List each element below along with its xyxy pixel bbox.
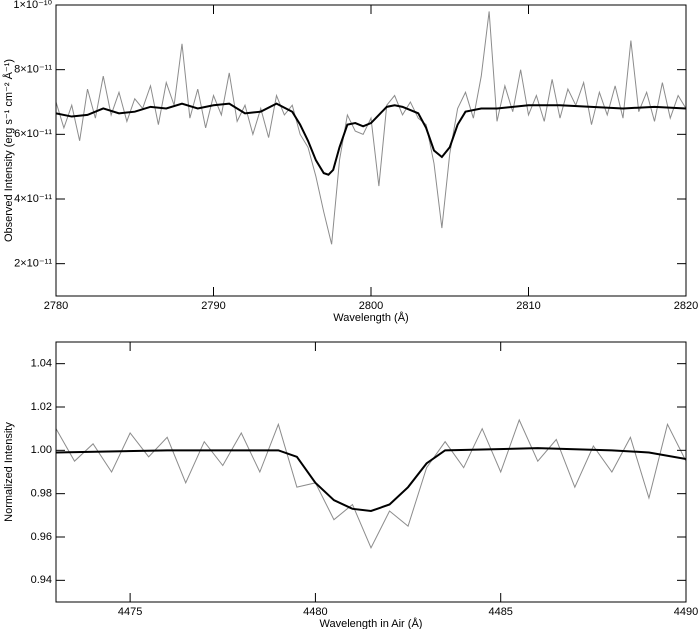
y-tick-label: 4×10⁻¹¹ [14, 193, 52, 205]
y-tick-label: 0.98 [31, 488, 52, 500]
x-tick-label: 4475 [118, 606, 142, 618]
y-axis-label: Observed Intensity (erg s⁻¹ cm⁻² Å⁻¹) [2, 59, 15, 242]
y-tick-label: 2×10⁻¹¹ [14, 258, 52, 270]
x-axis-label: Wavelength in Air (Å) [320, 617, 423, 629]
series-line [56, 418, 686, 550]
y-tick-label: 0.96 [31, 531, 52, 543]
x-tick-label: 4485 [488, 606, 512, 618]
x-tick-label: 4490 [674, 606, 698, 618]
series-line [56, 11, 686, 245]
y-tick-label: 1.02 [31, 401, 52, 413]
y-tick-label: 0.94 [31, 574, 52, 586]
plot-frame [55, 341, 687, 603]
x-tick-label: 2800 [359, 300, 383, 312]
y-tick-label: 1×10⁻¹⁰ [13, 0, 52, 11]
y-tick-label: 6×10⁻¹¹ [14, 128, 52, 140]
y-tick-label: 1.00 [31, 444, 52, 456]
x-tick-label: 2810 [516, 300, 540, 312]
x-axis-label: Wavelength (Å) [333, 311, 408, 324]
x-tick-label: 2790 [201, 300, 225, 312]
x-tick-label: 2780 [44, 300, 68, 312]
x-tick-label: 2820 [674, 300, 698, 312]
series-line [56, 102, 686, 176]
series-line [56, 447, 686, 513]
y-tick-label: 1.04 [31, 358, 52, 370]
y-axis-label: Normalized Intensity [3, 422, 15, 522]
x-tick-label: 4480 [303, 606, 327, 618]
y-tick-label: 8×10⁻¹¹ [14, 64, 52, 76]
plot-frame [55, 4, 687, 297]
